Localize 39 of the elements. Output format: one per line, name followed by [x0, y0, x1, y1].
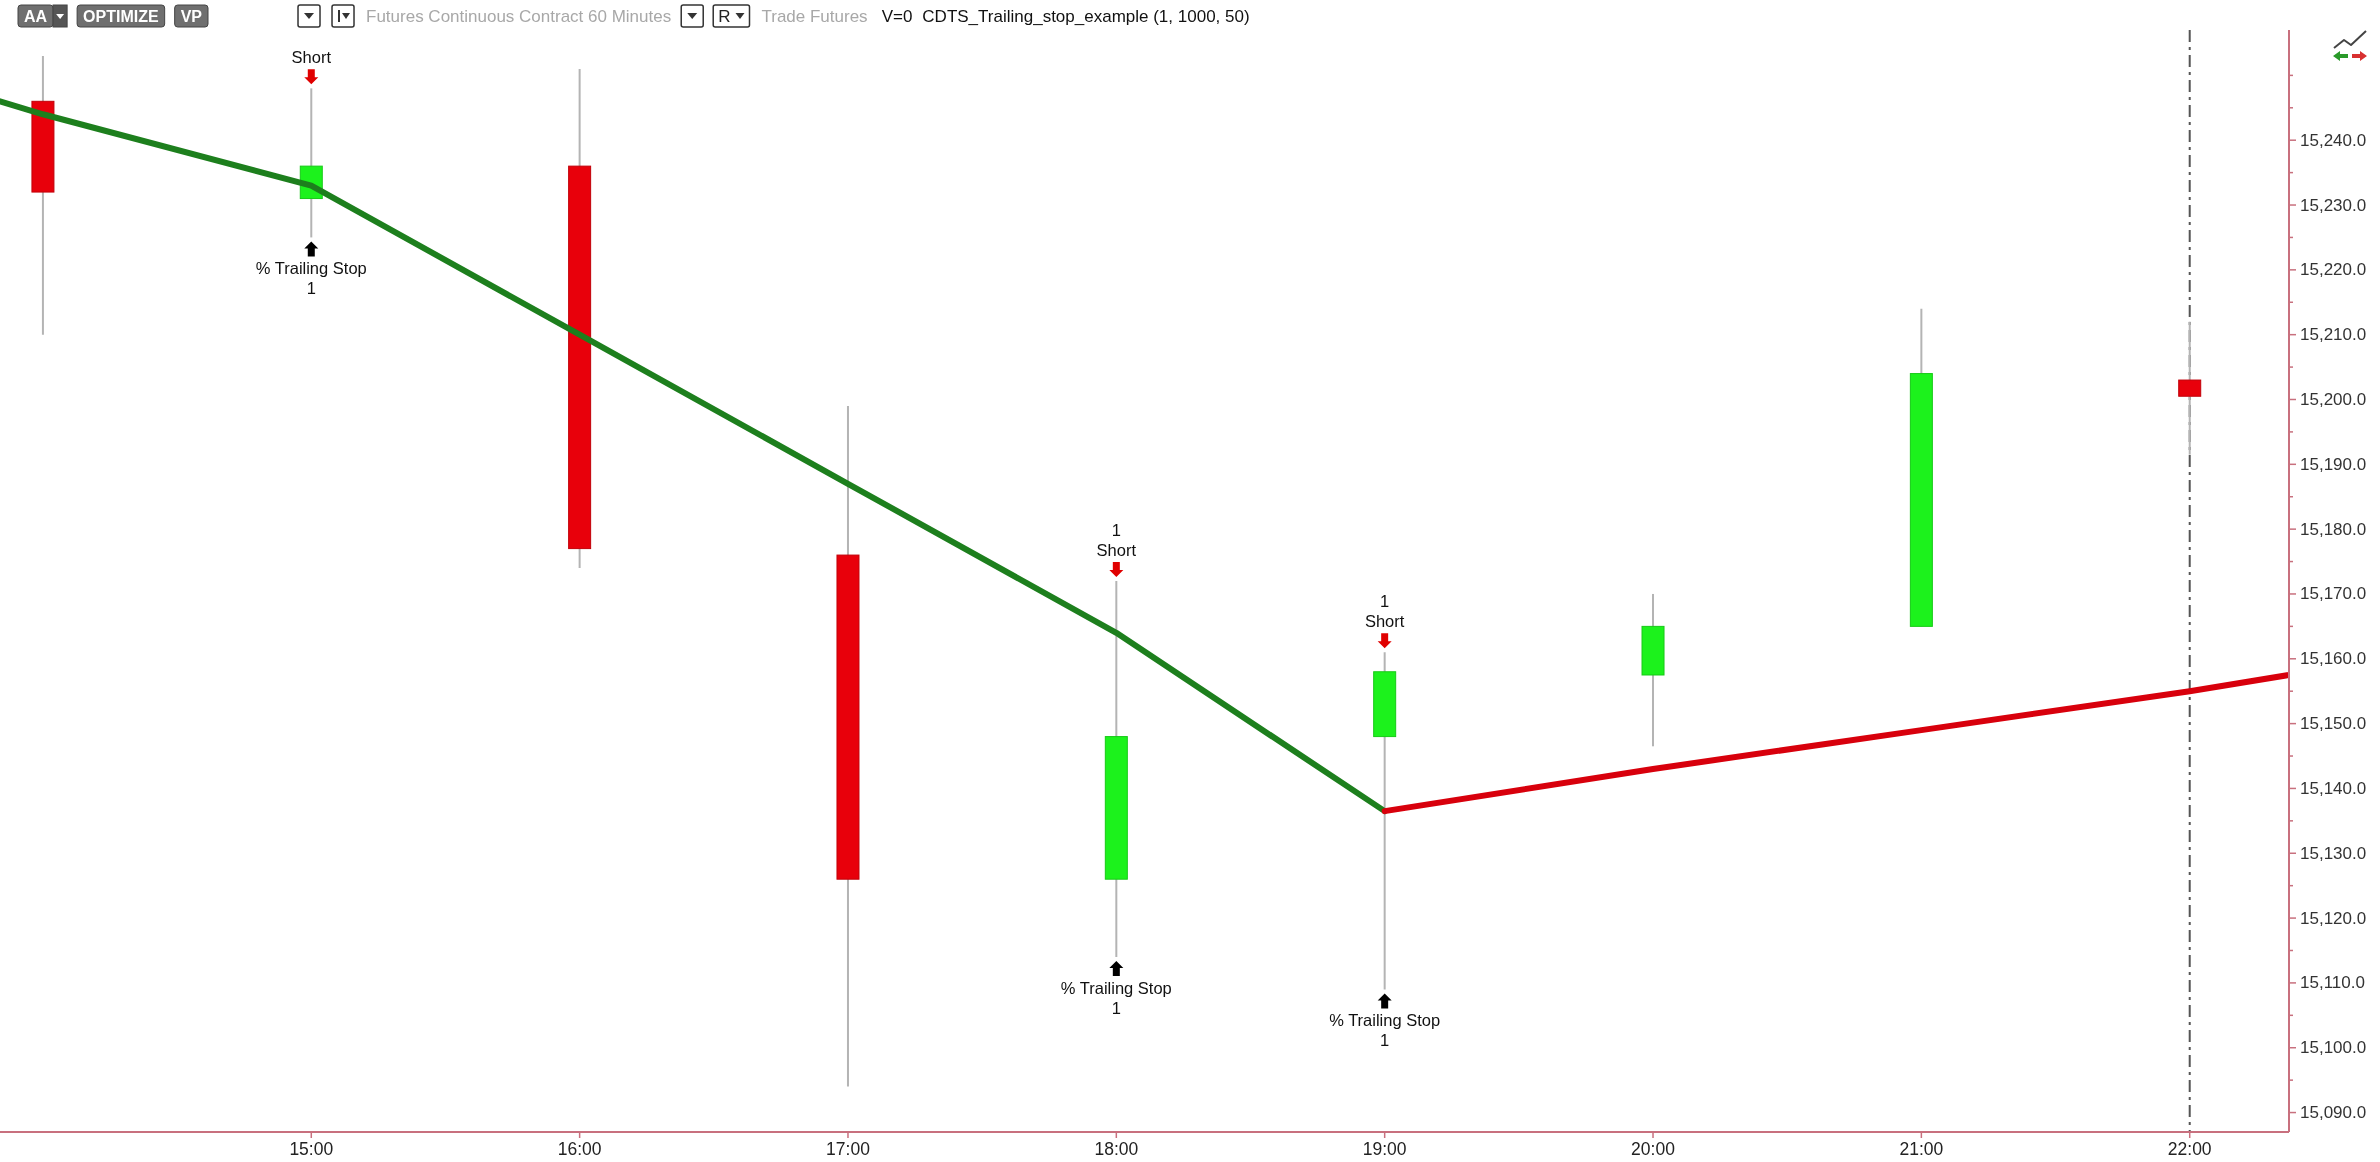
text: CDTS_Trailing_stop_example (1, 1000, 50)	[922, 6, 1250, 26]
y-tick-label: 15,110.0	[2300, 973, 2365, 993]
annotation: 1 Short	[1364, 592, 1405, 631]
x-tick-label: 15:00	[289, 1139, 334, 1159]
y-tick-label: 15,220.0	[2300, 260, 2367, 280]
annotation: % Trailing Stop 1	[255, 259, 367, 298]
y-tick-label: 15,100.0	[2300, 1038, 2367, 1058]
y-tick-label: 15,090.0	[2300, 1103, 2367, 1123]
y-tick-label: 15,200.0	[2300, 389, 2367, 409]
x-tick-label: 22:00	[2167, 1139, 2212, 1159]
x-tick-label: 21:00	[1899, 1139, 1944, 1159]
x-tick-label: 16:00	[557, 1139, 602, 1159]
text: Trade Futures	[761, 6, 868, 26]
annotation: % Trailing Stop 1	[1060, 978, 1172, 1017]
text: VP	[180, 7, 203, 25]
y-tick-label: 15,240.0	[2300, 130, 2367, 150]
y-tick-label: 15,210.0	[2300, 325, 2367, 345]
y-tick-label: 15,170.0	[2300, 584, 2367, 604]
x-tick-label: 19:00	[1362, 1139, 1407, 1159]
x-tick-label: 18:00	[1094, 1139, 1139, 1159]
annotation: Short	[291, 48, 332, 67]
y-tick-label: 15,150.0	[2300, 714, 2367, 734]
y-tick-label: 15,130.0	[2300, 843, 2367, 863]
text: Futures Continuous Contract 60 Minutes	[366, 6, 672, 26]
text: AA	[24, 7, 48, 25]
y-tick-label: 15,230.0	[2300, 195, 2367, 215]
text: R	[718, 6, 731, 26]
x-tick-label: 17:00	[826, 1139, 871, 1159]
text: OPTIMIZE	[83, 7, 159, 25]
y-tick-label: 15,190.0	[2300, 454, 2367, 474]
candlestick	[2178, 320, 2202, 456]
y-tick-label: 15,120.0	[2300, 908, 2367, 928]
text: V=0	[881, 6, 913, 26]
y-tick-label: 15,180.0	[2300, 519, 2367, 539]
y-tick-label: 15,160.0	[2300, 649, 2367, 669]
annotation: 1 Short	[1096, 521, 1137, 559]
annotation: % Trailing Stop 1	[1329, 1011, 1441, 1050]
x-tick-label: 20:00	[1631, 1139, 1676, 1159]
y-tick-label: 15,140.0	[2300, 778, 2367, 798]
